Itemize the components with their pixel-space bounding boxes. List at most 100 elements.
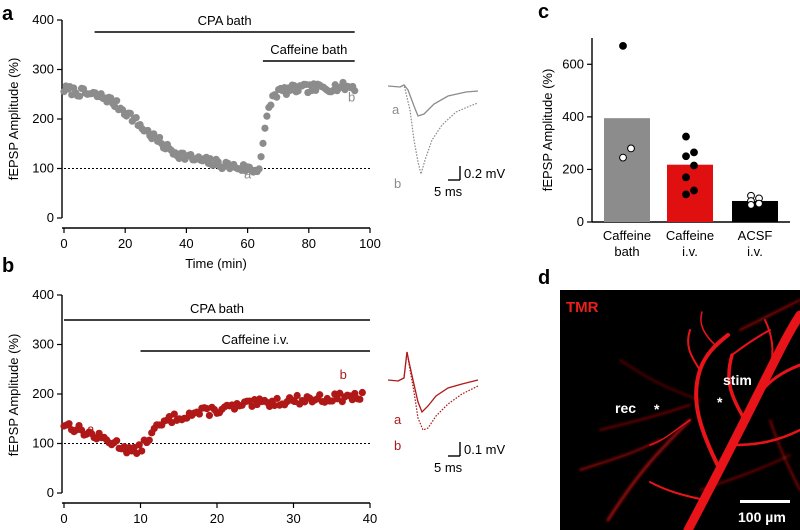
data-point <box>336 389 344 397</box>
bar-point <box>682 152 690 161</box>
data-point <box>206 155 214 163</box>
rec-label: rec <box>615 400 636 416</box>
data-point <box>126 109 134 117</box>
x-tick-label: 100 <box>359 236 381 251</box>
y-tick-label: 0 <box>577 214 584 229</box>
panel-a-y-label: fEPSP Amplitude (%) <box>6 58 21 181</box>
scale-bar <box>740 500 790 503</box>
data-point <box>113 97 121 105</box>
bar <box>667 164 713 222</box>
panel-a-bath-bars: CPA bath Caffeine bath <box>94 13 355 62</box>
scale-bar-label: 100 µm <box>738 509 786 525</box>
y-tick-label: 400 <box>562 109 584 124</box>
data-point <box>255 165 263 173</box>
data-point <box>290 81 298 90</box>
tmr-label: TMR <box>566 299 599 316</box>
x-category-label: ACSF <box>738 228 773 243</box>
y-tick-label: 100 <box>32 161 54 176</box>
panel-a-y-ticks: 0 100 200 300 400 <box>32 12 62 225</box>
bar-point <box>690 186 698 195</box>
bar <box>732 200 778 222</box>
data-point <box>351 389 359 398</box>
data-point <box>316 391 324 399</box>
trace-a-label: a <box>394 412 402 427</box>
x-category-label: Caffeine <box>666 228 714 243</box>
panel-b-traces: a b 0.1 mV 5 ms <box>387 351 506 475</box>
panel-b-bath-bars: CPA bath Caffeine i.v. <box>64 301 370 352</box>
bath-bar-label: Caffeine bath <box>270 42 347 57</box>
bar <box>604 118 650 222</box>
x-tick-label: 10 <box>133 511 147 526</box>
panel-c-bars <box>604 118 778 222</box>
panel-a-chart: 0 100 200 300 400 0 20 40 60 80 100 CPA bath Caffe… <box>6 12 381 271</box>
y-tick-label: 200 <box>562 161 584 176</box>
bar-point <box>682 132 690 141</box>
data-point <box>261 124 269 132</box>
panel-a-x-label: Time (min) <box>185 256 247 271</box>
x-category-label: bath <box>614 244 639 259</box>
bath-bar-label: CPA bath <box>190 301 244 316</box>
data-point <box>356 395 364 403</box>
panel-a-x-ticks: 0 20 40 60 80 100 <box>60 228 381 251</box>
panel-c-y-label: fEPSP Amplitude (%) <box>540 69 555 192</box>
x-tick-label: 20 <box>210 511 224 526</box>
data-point <box>257 153 265 161</box>
trace-b-caffeine <box>399 84 479 177</box>
panel-a-points <box>60 78 359 176</box>
trace-b-caffeine <box>397 351 479 431</box>
y-tick-label: 600 <box>562 56 584 71</box>
point-label: a <box>87 422 95 437</box>
trace-a-label: a <box>392 102 400 117</box>
data-point <box>259 139 267 147</box>
x-tick-label: 40 <box>179 236 193 251</box>
bar-point <box>755 199 763 208</box>
panel-letter-a: a <box>2 3 14 25</box>
y-tick-label: 200 <box>32 386 54 401</box>
data-point <box>273 93 281 101</box>
y-tick-label: 400 <box>32 12 54 27</box>
x-category-label: i.v. <box>747 244 763 259</box>
data-point <box>170 410 178 418</box>
point-label: a <box>244 166 252 181</box>
data-point <box>293 391 301 400</box>
trace-b-label: b <box>394 176 401 191</box>
data-point <box>205 411 214 420</box>
panel-d-micrograph: TMR rec * stim * 100 µm <box>560 290 800 530</box>
panel-letter-b: b <box>2 255 14 277</box>
data-point <box>312 86 320 94</box>
trace-b-label: b <box>394 438 401 453</box>
bar-point <box>619 41 627 50</box>
panel-b-y-label: fEPSP Amplitude (%) <box>6 334 21 457</box>
y-tick-label: 200 <box>32 111 54 126</box>
micrograph-background <box>560 290 800 530</box>
vessel-network <box>579 299 800 530</box>
x-tick-label: 60 <box>240 236 254 251</box>
data-point <box>145 436 153 444</box>
panel-c-points <box>619 41 763 209</box>
stim-marker: * <box>717 394 723 410</box>
data-point <box>273 394 281 403</box>
panel-b-x-ticks: 0 10 20 30 40 <box>60 503 377 526</box>
y-tick-label: 0 <box>47 485 54 500</box>
data-point <box>155 133 164 142</box>
y-tick-label: 100 <box>32 436 54 451</box>
data-point <box>195 410 203 418</box>
panel-a-traces: a b 0.2 mV 5 ms <box>387 84 506 199</box>
bar-point <box>627 144 635 153</box>
stim-label: stim <box>723 372 752 388</box>
point-label: b <box>340 367 347 382</box>
data-point <box>351 87 359 95</box>
data-point <box>65 420 73 428</box>
scale-time-label: 5 ms <box>434 184 463 199</box>
point-label: b <box>348 90 355 105</box>
panel-c-y-ticks: 0 200 400 600 <box>562 56 592 229</box>
x-category-label: i.v. <box>682 244 698 259</box>
trace-a-baseline <box>387 351 479 414</box>
scale-time-label: 5 ms <box>434 460 463 475</box>
y-tick-label: 400 <box>32 287 54 302</box>
panel-b-point-labels: ab <box>87 367 347 436</box>
x-category-label: Caffeine <box>603 228 651 243</box>
bath-bar-label: Caffeine i.v. <box>222 332 289 347</box>
